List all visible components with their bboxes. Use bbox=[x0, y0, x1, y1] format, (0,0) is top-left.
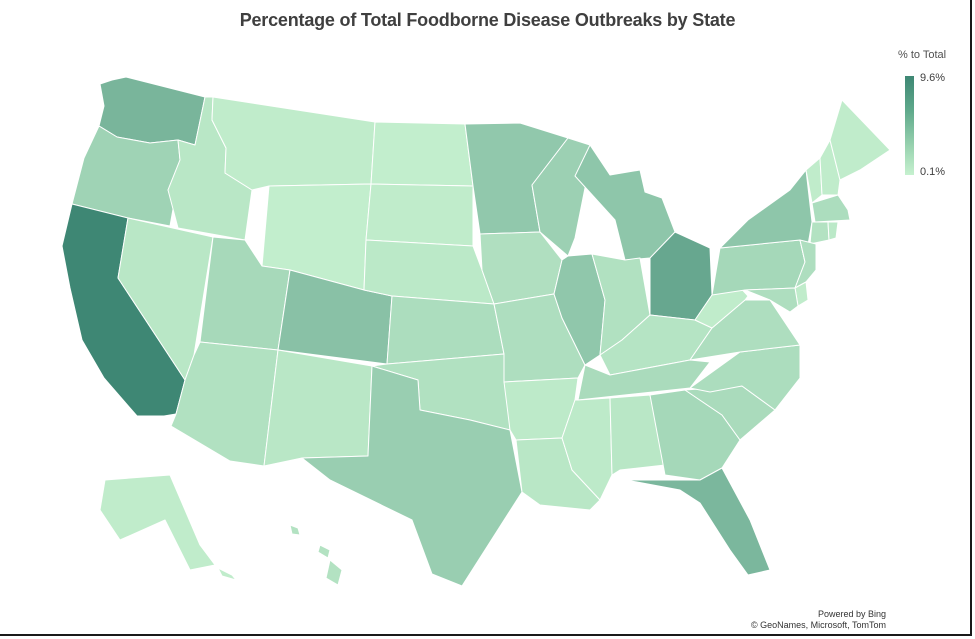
state-shape-wi[interactable] bbox=[531, 137, 591, 257]
state-shape-fl[interactable] bbox=[625, 467, 771, 576]
state-shape-mt[interactable] bbox=[211, 96, 376, 191]
state-shape-ne[interactable] bbox=[363, 239, 495, 305]
state-shape-ks[interactable] bbox=[386, 295, 505, 365]
chart-title: Percentage of Total Foodborne Disease Ou… bbox=[239, 10, 736, 30]
state-shape-ma[interactable] bbox=[811, 194, 851, 223]
state-hi[interactable] bbox=[289, 524, 343, 586]
state-ma[interactable] bbox=[811, 194, 851, 223]
state-ne[interactable] bbox=[363, 239, 495, 305]
state-shape-mi[interactable] bbox=[574, 144, 676, 261]
state-al[interactable] bbox=[609, 394, 666, 476]
attribution-sources: © GeoNames, Microsoft, TomTom bbox=[751, 620, 886, 630]
state-wa[interactable] bbox=[98, 76, 206, 146]
state-shape-nm[interactable] bbox=[263, 349, 373, 467]
legend-min-label: 0.1% bbox=[920, 166, 946, 178]
state-shape-pa[interactable] bbox=[711, 239, 806, 296]
state-me[interactable] bbox=[829, 99, 891, 181]
state-tx[interactable] bbox=[301, 365, 523, 587]
state-shape-nh[interactable] bbox=[819, 139, 841, 196]
state-pa[interactable] bbox=[711, 239, 806, 296]
state-ia[interactable] bbox=[479, 231, 563, 305]
state-shape-al[interactable] bbox=[609, 394, 666, 476]
state-wi[interactable] bbox=[531, 137, 591, 257]
state-ri[interactable] bbox=[827, 221, 839, 241]
state-shape-md[interactable] bbox=[744, 287, 799, 313]
state-shape-hi[interactable] bbox=[289, 524, 301, 536]
state-ak[interactable] bbox=[99, 474, 237, 581]
state-shape-nd[interactable] bbox=[370, 121, 474, 187]
state-mt[interactable] bbox=[211, 96, 376, 191]
state-shape-ak[interactable] bbox=[99, 474, 216, 571]
attribution-powered-by: Powered by Bing bbox=[817, 609, 886, 619]
state-shape-hi[interactable] bbox=[325, 559, 343, 586]
map-attribution: Powered by Bing © GeoNames, Microsoft, T… bbox=[751, 609, 886, 631]
state-shape-tx[interactable] bbox=[301, 365, 523, 587]
state-shape-ct[interactable] bbox=[809, 221, 830, 245]
color-legend: % to Total 9.6% 0.1% bbox=[898, 49, 964, 189]
legend-max-label: 9.6% bbox=[920, 72, 946, 84]
state-nd[interactable] bbox=[370, 121, 474, 187]
state-shape-ak[interactable] bbox=[217, 567, 237, 581]
state-md[interactable] bbox=[744, 287, 799, 313]
state-shape-hi[interactable] bbox=[317, 544, 331, 559]
state-fl[interactable] bbox=[625, 467, 771, 576]
state-shape-ri[interactable] bbox=[827, 221, 839, 241]
state-shape-sd[interactable] bbox=[365, 183, 474, 247]
state-ct[interactable] bbox=[809, 221, 830, 245]
state-sd[interactable] bbox=[365, 183, 474, 247]
legend-title: % to Total bbox=[898, 49, 947, 61]
state-shape-me[interactable] bbox=[829, 99, 891, 181]
state-shape-ia[interactable] bbox=[479, 231, 563, 305]
legend-gradient-bar bbox=[905, 76, 914, 175]
state-mi[interactable] bbox=[574, 144, 676, 261]
state-nm[interactable] bbox=[263, 349, 373, 467]
state-shape-wa[interactable] bbox=[98, 76, 206, 146]
state-ks[interactable] bbox=[386, 295, 505, 365]
state-nh[interactable] bbox=[819, 139, 841, 196]
